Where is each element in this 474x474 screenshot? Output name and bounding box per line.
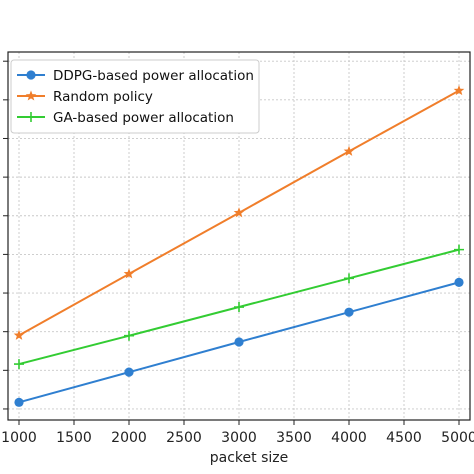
- data-point: [124, 367, 134, 377]
- series-circle: [14, 277, 464, 407]
- data-point: [344, 307, 354, 317]
- data-point: [13, 329, 25, 340]
- legend-item: GA-based power allocation: [17, 110, 234, 126]
- x-tick-label: 4500: [386, 430, 422, 446]
- axis-ticks: 1000 1500 2000 2500 3000 3500 4000 4500 5000: [1, 60, 474, 446]
- x-axis-label: packet size: [210, 450, 288, 466]
- x-tick-label: 5000: [441, 430, 474, 446]
- x-tick-label: 4000: [331, 430, 367, 446]
- data-point: [454, 277, 464, 287]
- x-tick-label: 2500: [166, 430, 202, 446]
- legend-label: GA-based power allocation: [53, 110, 234, 126]
- data-point: [14, 359, 24, 370]
- x-tick-label: 1500: [56, 430, 92, 446]
- legend-item: Random policy: [17, 89, 153, 105]
- series-plus: [14, 244, 464, 370]
- data-point: [234, 302, 244, 313]
- legend-box: [10, 59, 260, 134]
- data-point: [453, 85, 465, 96]
- x-tick-label: 3500: [276, 430, 312, 446]
- data-point: [234, 337, 244, 347]
- data-point: [233, 207, 245, 218]
- data-point: [454, 244, 464, 255]
- data-point: [26, 70, 36, 80]
- data-point: [25, 90, 37, 101]
- legend-item: DDPG-based power allocation: [17, 68, 254, 84]
- data-point: [344, 273, 354, 284]
- series-star: [13, 85, 465, 340]
- x-tick-label: 2000: [111, 430, 147, 446]
- x-tick-label: 1000: [1, 430, 37, 446]
- legend: DDPG-based power allocation Random policy…: [10, 59, 260, 134]
- legend-label: DDPG-based power allocation: [53, 68, 254, 84]
- data-point: [26, 112, 36, 122]
- series-group: [13, 85, 465, 407]
- data-point: [343, 145, 355, 156]
- x-tick-label: 3000: [221, 430, 257, 446]
- data-point: [124, 330, 134, 341]
- data-point: [123, 268, 135, 279]
- legend-label: Random policy: [53, 89, 153, 105]
- data-point: [14, 397, 24, 407]
